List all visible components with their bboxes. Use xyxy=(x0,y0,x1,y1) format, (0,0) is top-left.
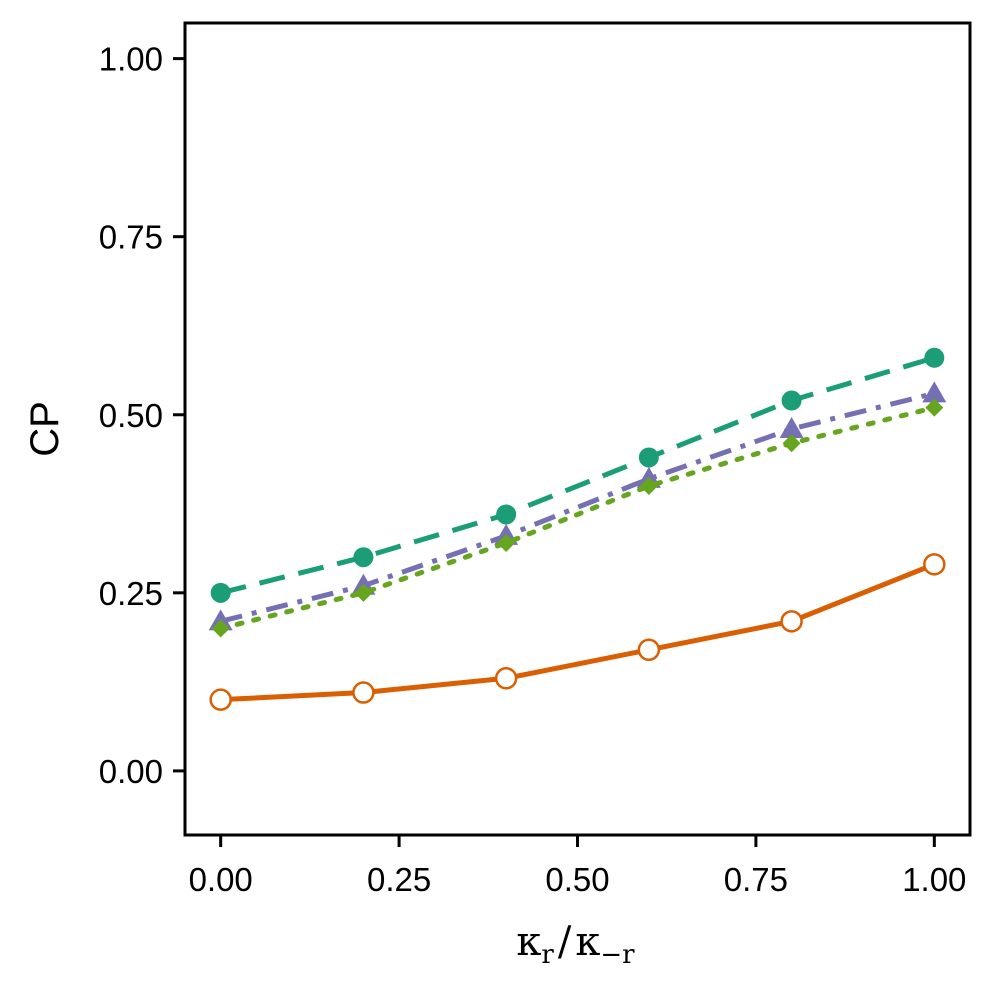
y-tick-label: 0.25 xyxy=(99,575,163,612)
data-point xyxy=(494,667,518,690)
y-tick-label: 0.50 xyxy=(99,397,163,434)
series-3 xyxy=(208,381,947,631)
data-point xyxy=(925,398,944,417)
data-point xyxy=(781,390,802,411)
series-line xyxy=(220,355,936,596)
x-title-sub-1: r xyxy=(541,940,554,970)
data-point xyxy=(497,533,516,552)
data-point xyxy=(923,553,946,576)
data-point xyxy=(638,447,659,468)
y-axis-title: CP xyxy=(23,401,67,457)
data-point xyxy=(210,582,231,603)
series-2 xyxy=(210,347,945,603)
series-layer xyxy=(208,347,947,711)
x-title-separator: / xyxy=(558,919,572,965)
y-tick-label: 0.00 xyxy=(99,753,163,790)
series-line xyxy=(218,405,937,631)
data-point xyxy=(353,547,374,568)
series-line xyxy=(220,562,936,703)
y-tick-label: 0.75 xyxy=(99,219,163,256)
x-title-sub-2: −r xyxy=(600,940,635,970)
data-point xyxy=(924,347,945,368)
x-title-kappa-2: κ xyxy=(575,919,600,965)
data-point xyxy=(637,638,661,662)
data-point xyxy=(352,681,375,704)
data-point xyxy=(779,417,804,438)
x-tick-label: 0.00 xyxy=(189,861,253,898)
x-tick-label: 0.25 xyxy=(367,861,431,898)
data-point xyxy=(211,619,230,638)
x-axis: 0.00 0.25 0.50 0.75 1.00 xyxy=(189,835,966,898)
data-point xyxy=(780,610,803,633)
data-point xyxy=(639,476,658,495)
data-point xyxy=(209,688,232,711)
x-tick-label: 0.50 xyxy=(545,861,609,898)
data-point xyxy=(782,434,801,453)
x-axis-title: κr / κ−r xyxy=(516,919,635,970)
data-point xyxy=(354,583,373,602)
series-1 xyxy=(209,553,946,711)
y-axis: 0.00 0.25 0.50 0.75 1.00 xyxy=(99,41,185,790)
x-title-kappa-1: κ xyxy=(516,919,541,965)
data-point xyxy=(922,381,947,403)
data-point xyxy=(496,504,517,525)
y-tick-label: 1.00 xyxy=(99,41,163,78)
series-line xyxy=(220,390,935,624)
x-tick-label: 0.75 xyxy=(724,861,788,898)
series-4 xyxy=(211,398,944,638)
x-tick-label: 1.00 xyxy=(902,861,966,898)
